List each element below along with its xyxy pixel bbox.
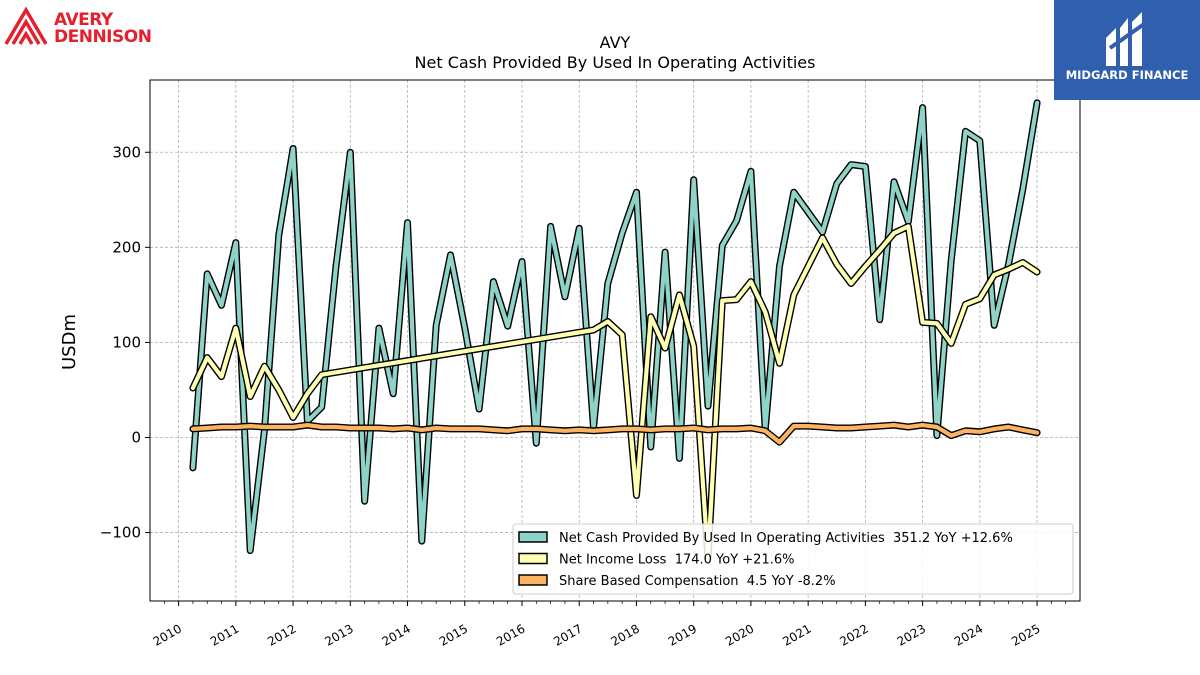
x-tick-label: 2010 [151,621,184,648]
midgard-m-icon [1106,12,1146,66]
midgard-finance-logo: MIDGARD FINANCE [1054,0,1200,100]
plot-frame [149,79,1081,602]
y-tick-label: 0 [131,428,141,446]
x-tick-label: 2025 [1009,621,1042,648]
chart-subtitle: Net Cash Provided By Used In Operating A… [415,53,816,72]
y-tick-label: 100 [112,333,141,351]
x-tick-label: 2016 [494,621,527,648]
legend-label: Net Cash Provided By Used In Operating A… [559,531,1013,546]
legend-label: Share Based Compensation 4.5 YoY -8.2% [559,574,836,589]
x-tick-label: 2024 [952,621,985,648]
legend-swatch [518,531,548,543]
series-outline-1 [189,222,1041,563]
logo-name: MIDGARD FINANCE [1065,68,1189,82]
avery-dennison-chevron-icon [4,6,48,45]
legend-swatch [518,574,548,586]
x-tick-label: 2014 [380,621,413,648]
legend-swatch [518,552,548,565]
chart-title: AVY [600,33,631,52]
series-layer [189,99,1041,563]
series-line-1 [190,224,1040,562]
series-line-2 [190,423,1040,445]
x-tick-label: 2021 [780,621,813,648]
x-tick-label: 2023 [895,621,928,648]
avery-dennison-logo: AVERY DENNISON [4,6,164,48]
legend-box [512,523,1074,595]
y-tick-label: 300 [112,143,141,161]
series-line-0 [190,100,1040,553]
legend-label: Net Income Loss 174.0 YoY +21.6% [559,553,794,568]
y-tick-label: 200 [112,238,141,256]
x-tick-label: 2013 [322,621,355,648]
x-tick-label: 2018 [609,621,642,648]
x-tick-label: 2012 [265,621,298,648]
x-tick-label: 2019 [666,621,699,648]
x-tick-label: 2020 [723,621,756,648]
x-tick-label: 2022 [837,621,870,648]
x-tick-label: 2011 [208,621,241,648]
x-tick-label: 2017 [551,621,584,648]
logo-line-2: DENNISON [54,27,152,47]
legend: Net Cash Provided By Used In Operating A… [512,523,1074,595]
y-tick-label: −100 [100,524,141,542]
logo-line-1: AVERY [54,10,113,30]
y-axis-label: USDm [59,314,80,370]
x-tick-label: 2015 [437,621,470,648]
